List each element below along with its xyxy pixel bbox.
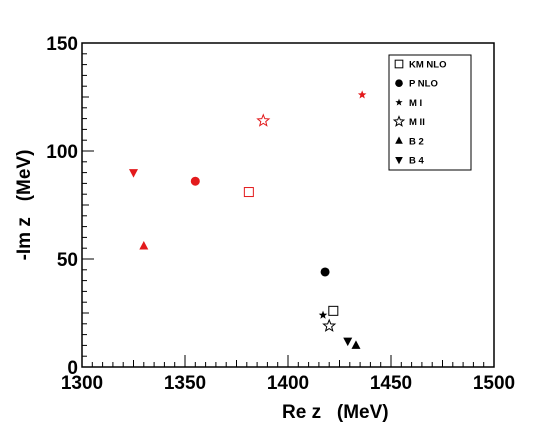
legend-marker xyxy=(395,79,403,88)
legend-marker xyxy=(395,136,403,144)
y-axis-title: -Im z (MeV) xyxy=(14,150,35,261)
data-point xyxy=(357,90,367,99)
axis-ticks xyxy=(81,42,495,368)
legend-label: B 2 xyxy=(409,136,424,147)
y-tick-label: 100 xyxy=(46,142,78,163)
data-points xyxy=(129,90,367,349)
x-axis-title: Re z (MeV) xyxy=(282,402,389,423)
legend-box xyxy=(388,54,472,171)
legend-label: B 4 xyxy=(409,156,425,167)
x-tick-label: 1350 xyxy=(164,373,206,394)
data-point xyxy=(320,267,330,277)
data-point xyxy=(139,241,149,250)
x-tick-label: 1400 xyxy=(267,373,309,394)
legend-marker xyxy=(392,115,406,127)
y-tick-label: 0 xyxy=(67,358,78,379)
legend-label: KM NLO xyxy=(409,60,446,71)
data-point xyxy=(190,176,200,186)
data-point xyxy=(351,340,361,349)
y-tick-label: 50 xyxy=(57,250,78,271)
legend-marker xyxy=(395,98,403,106)
data-point xyxy=(343,337,353,347)
y-tick-labels: 0 50 100 150 xyxy=(46,34,78,379)
data-point xyxy=(322,318,337,332)
y-tick-label: 150 xyxy=(46,34,78,55)
legend-marker xyxy=(395,157,403,165)
data-point xyxy=(243,187,254,198)
legend-label: M II xyxy=(409,117,425,128)
x-tick-labels: 1300 1350 1400 1450 1500 xyxy=(61,373,515,394)
data-point xyxy=(256,113,271,127)
legend-marker xyxy=(394,59,404,69)
data-point xyxy=(129,169,138,178)
x-tick-label: 1500 xyxy=(473,373,515,394)
legend-label: P NLO xyxy=(409,79,438,90)
legend-label: M I xyxy=(409,98,422,109)
x-tick-label: 1450 xyxy=(370,373,412,394)
x-tick-label: 1300 xyxy=(61,373,103,394)
data-point xyxy=(328,305,339,316)
data-point xyxy=(318,310,328,319)
legend: KM NLO P NLO M I M II B 2 B 4 xyxy=(388,54,472,171)
